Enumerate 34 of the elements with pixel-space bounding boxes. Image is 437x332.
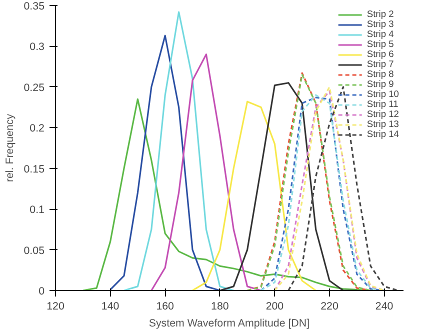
legend-label: Strip 10 [366, 89, 399, 99]
legend-label: Strip 5 [366, 39, 394, 49]
legend-label: Strip 11 [366, 99, 398, 109]
line-series [123, 11, 234, 290]
legend-label: Strip 14 [366, 129, 399, 139]
legend-label: Strip 3 [366, 19, 394, 29]
x-tick-label: 200 [266, 300, 284, 312]
legend-label: Strip 2 [366, 9, 394, 19]
legend-label: Strip 8 [366, 69, 394, 79]
legend-label: Strip 12 [366, 109, 399, 119]
x-tick-label: 160 [156, 300, 174, 312]
y-tick-label: 0.2 [30, 122, 45, 135]
x-tick-label: 140 [101, 300, 120, 312]
x-axis-title: System Waveform Amplitude [DN] [148, 318, 310, 330]
y-tick-label: 0.1 [30, 204, 45, 216]
legend-label: Strip 6 [366, 49, 394, 59]
y-tick-label: 0.05 [24, 244, 45, 257]
y-tick-label: 0.15 [24, 163, 45, 176]
x-tick-label: 180 [211, 300, 229, 312]
y-axis-title: rel. Frequency [4, 113, 16, 182]
x-tick-label: 220 [320, 300, 338, 312]
legend-label: Strip 9 [366, 79, 394, 89]
y-tick-label: 0.25 [24, 82, 45, 94]
y-tick-label: 0 [38, 286, 45, 298]
legend-label: Strip 7 [366, 59, 394, 69]
legend-label: Strip 4 [366, 29, 394, 39]
y-tick-label: 0.3 [30, 41, 45, 54]
y-tick-label: 0.35 [24, 0, 45, 12]
x-tick-label: 240 [375, 300, 394, 312]
x-tick-label: 120 [46, 300, 64, 312]
line-series [150, 54, 262, 290]
line-series [192, 100, 317, 290]
line-series [219, 82, 358, 290]
legend-label: Strip 13 [366, 119, 399, 129]
